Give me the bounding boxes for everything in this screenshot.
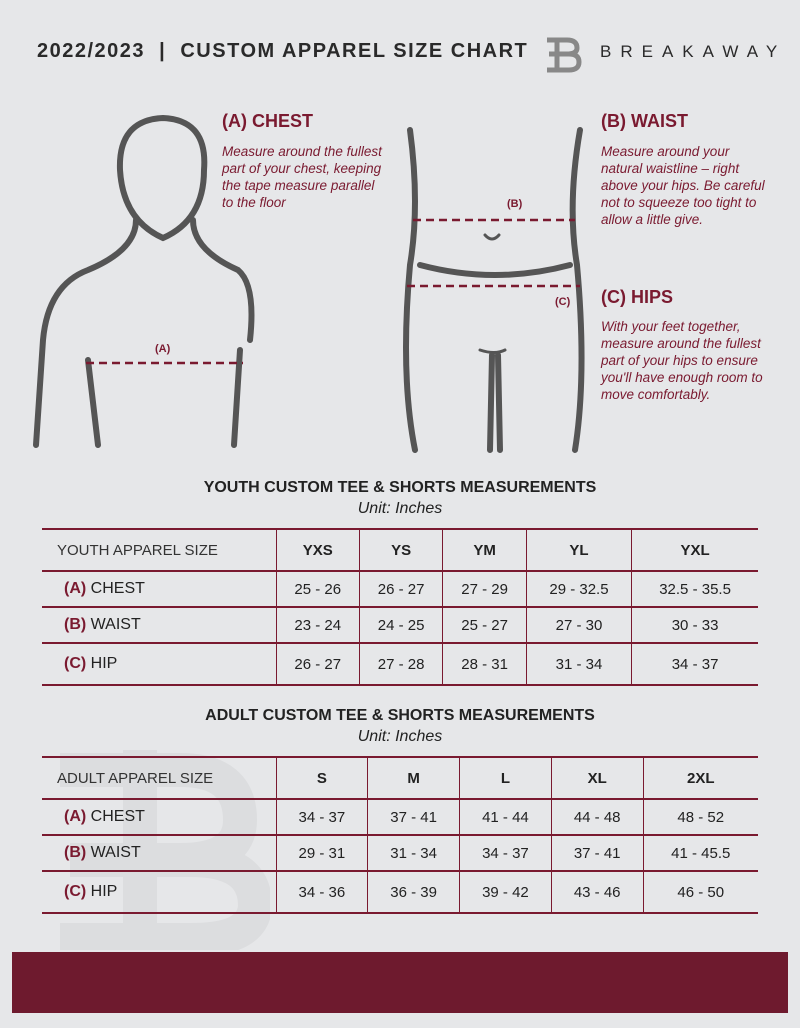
- cell: 34 - 37: [275, 798, 368, 836]
- size-header: 2XL: [642, 756, 758, 800]
- size-header: XL: [550, 756, 644, 800]
- cell: 41 - 45.5: [642, 834, 758, 872]
- cell: 41 - 44: [459, 798, 552, 836]
- row-code: (B): [64, 616, 87, 633]
- table-row: (B) WAIST 23 - 24 24 - 25 25 - 27 27 - 30 30 …: [42, 606, 758, 644]
- cell: 27 - 29: [442, 570, 527, 608]
- cell: 28 - 31: [442, 642, 527, 686]
- size-header: L: [459, 756, 552, 800]
- cell: 30 - 33: [631, 606, 758, 644]
- chest-description: Measure around the fullest part of your …: [222, 144, 382, 210]
- waist-marker: (B): [507, 198, 523, 210]
- cell: 31 - 34: [367, 834, 460, 872]
- youth-unit: Unit: Inches: [357, 500, 443, 517]
- cell: 34 - 37: [631, 642, 758, 686]
- brand-name: BREAKAWAY: [600, 42, 787, 61]
- cell: 31 - 34: [525, 642, 632, 686]
- waist-description: Measure around your natural waistline – …: [601, 144, 765, 227]
- cell: 36 - 39: [367, 870, 460, 914]
- cell: 27 - 30: [525, 606, 632, 644]
- size-header: YXL: [631, 528, 758, 572]
- torso-figure: [403, 127, 585, 453]
- chest-marker: (A): [155, 343, 171, 355]
- cell: 23 - 24: [275, 606, 360, 644]
- row-code: (C): [64, 883, 87, 900]
- size-label: ADULT APPAREL SIZE: [42, 756, 276, 800]
- cell: 26 - 27: [275, 642, 360, 686]
- cell: 26 - 27: [358, 570, 443, 608]
- cell: 39 - 42: [459, 870, 552, 914]
- row-name: WAIST: [90, 844, 141, 861]
- cell: 44 - 48: [550, 798, 644, 836]
- footer-bar: [12, 952, 788, 1013]
- table-row: (C) HIP 26 - 27 27 - 28 28 - 31 31 - 34 34 - …: [42, 642, 758, 686]
- table-row: (C) HIP 34 - 36 36 - 39 39 - 42 43 - 46 46 - …: [42, 870, 758, 914]
- table-row: (A) CHEST 34 - 37 37 - 41 41 - 44 44 - 48 48 …: [42, 798, 758, 836]
- waist-heading: (B) WAIST: [601, 111, 688, 131]
- size-header: M: [367, 756, 460, 800]
- cell: 29 - 31: [275, 834, 368, 872]
- row-name: HIP: [90, 883, 118, 900]
- cell: 34 - 36: [275, 870, 368, 914]
- table-row: (B) WAIST 29 - 31 31 - 34 34 - 37 37 - 41 41 …: [42, 834, 758, 872]
- cell: 32.5 - 35.5: [631, 570, 758, 608]
- row-code: (A): [64, 808, 87, 825]
- table-header-row: ADULT APPAREL SIZE S M L XL 2XL: [42, 756, 758, 800]
- adult-section-title: ADULT CUSTOM TEE & SHORTS MEASUREMENTS: [205, 707, 595, 724]
- row-code: (B): [64, 844, 87, 861]
- page-title: 2022/2023 | CUSTOM APPAREL SIZE CHART: [37, 40, 529, 62]
- cell: 29 - 32.5: [525, 570, 632, 608]
- hips-description: With your feet together, measure around …: [601, 319, 763, 402]
- cell: 48 - 52: [642, 798, 758, 836]
- hips-heading: (C) HIPS: [601, 287, 673, 307]
- cell: 27 - 28: [358, 642, 443, 686]
- table-row: (A) CHEST 25 - 26 26 - 27 27 - 29 29 - 32.5 3…: [42, 570, 758, 608]
- youth-size-table: YOUTH APPAREL SIZE YXS YS YM YL YXL (A) …: [42, 528, 758, 686]
- cell: 37 - 41: [550, 834, 644, 872]
- upper-body-figure: [33, 114, 255, 448]
- cell: 25 - 26: [275, 570, 360, 608]
- cell: 37 - 41: [367, 798, 460, 836]
- row-name: CHEST: [90, 580, 145, 597]
- adult-size-table: ADULT APPAREL SIZE S M L XL 2XL (A) CHES…: [42, 756, 758, 914]
- size-header: S: [275, 756, 368, 800]
- cell: 46 - 50: [642, 870, 758, 914]
- row-code: (A): [64, 580, 87, 597]
- chest-heading: (A) CHEST: [222, 111, 313, 131]
- cell: 43 - 46: [550, 870, 644, 914]
- size-header: YM: [442, 528, 527, 572]
- size-header: YS: [358, 528, 443, 572]
- youth-section-title: YOUTH CUSTOM TEE & SHORTS MEASUREMENTS: [203, 479, 597, 496]
- size-header: YXS: [275, 528, 360, 572]
- cell: 25 - 27: [442, 606, 527, 644]
- cell: 24 - 25: [358, 606, 443, 644]
- row-code: (C): [64, 655, 87, 672]
- row-name: WAIST: [90, 616, 141, 633]
- row-name: HIP: [90, 655, 118, 672]
- breakaway-logo-icon: [547, 37, 582, 73]
- cell: 34 - 37: [459, 834, 552, 872]
- table-header-row: YOUTH APPAREL SIZE YXS YS YM YL YXL: [42, 528, 758, 572]
- size-header: YL: [525, 528, 632, 572]
- hips-marker: (C): [555, 296, 571, 308]
- size-label: YOUTH APPAREL SIZE: [42, 528, 276, 572]
- adult-unit: Unit: Inches: [357, 728, 443, 745]
- row-name: CHEST: [90, 808, 145, 825]
